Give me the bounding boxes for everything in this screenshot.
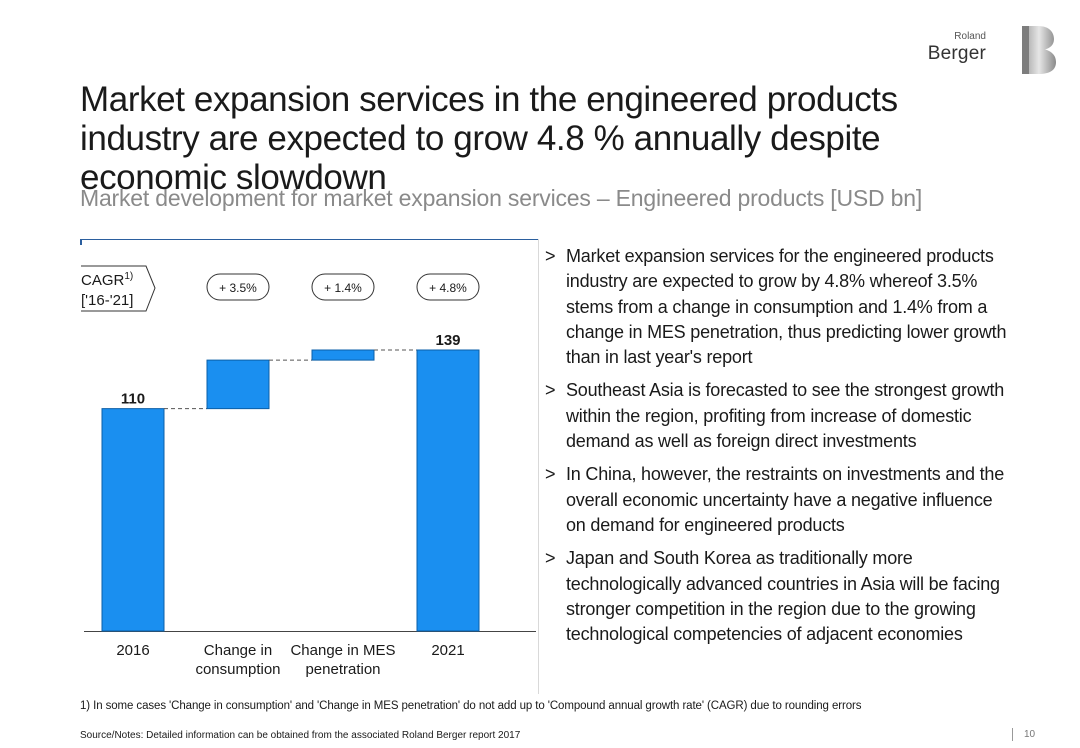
cagr-label: CAGR1) <box>81 271 133 289</box>
chart-frame-left-tick <box>80 239 82 245</box>
page-title: Market expansion services in the enginee… <box>80 80 898 197</box>
cagr-badge-label: + 3.5% <box>219 281 257 295</box>
cagr-badge <box>206 273 270 301</box>
data-label: 110 <box>121 391 145 408</box>
cagr-badge-label: + 4.8% <box>429 281 467 295</box>
bullet-text: Market expansion services for the engine… <box>566 246 1007 368</box>
bullet-marker: > <box>545 548 556 569</box>
data-label: 139 <box>435 332 460 349</box>
cagr-label-text: CAGR <box>81 272 125 289</box>
waterfall-chart: CAGR1) ['16-'21] + 3.5% + 1.4% + 4.8% 110 139 2… <box>81 265 536 678</box>
bar-2021 <box>416 349 480 632</box>
bar-change-in-mes-penetration <box>311 349 375 361</box>
page-subtitle: Market development for market expansion … <box>80 185 923 211</box>
cagr-superscript: 1) <box>124 271 133 282</box>
page-number: 10 <box>1024 729 1036 740</box>
chart-frame-top-line <box>80 239 539 240</box>
bar-2016 <box>101 408 165 632</box>
bullet-marker: > <box>545 380 556 401</box>
cagr-tag-shape <box>81 265 156 312</box>
bullet-list: > Market expansion services for the engin… <box>545 244 1015 655</box>
bullet-item: > Market expansion services for the engin… <box>545 244 1015 370</box>
category-label: Change in <box>204 642 272 659</box>
category-label: 2021 <box>431 642 464 659</box>
cagr-badge <box>311 273 375 301</box>
logo-text-berger: Berger <box>927 43 986 64</box>
bullet-item: > Southeast Asia is forecasted to see the… <box>545 378 1015 454</box>
source-note: Source/Notes: Detailed information can b… <box>80 730 521 741</box>
bar-change-in-consumption <box>206 359 270 410</box>
logo-b-mark: B <box>1022 26 1056 74</box>
logo-text-roland: Roland <box>954 31 986 42</box>
bullet-marker: > <box>545 464 556 485</box>
page-number-separator <box>1012 728 1013 741</box>
bullet-text: Japan and South Korea as traditionally m… <box>566 548 1000 645</box>
bullet-text: In China, however, the restraints on inv… <box>566 464 1005 535</box>
bullet-marker: > <box>545 246 556 266</box>
category-label: 2016 <box>116 642 149 659</box>
category-label: Change in MES <box>290 642 395 659</box>
cagr-badge-label: + 1.4% <box>324 281 362 295</box>
bullet-item: > Japan and South Korea as traditionally … <box>545 546 1015 647</box>
bullet-text: Southeast Asia is forecasted to see the … <box>566 380 1005 452</box>
footnote: 1) In some cases 'Change in consumption'… <box>80 700 862 712</box>
chart-frame-divider <box>538 239 539 694</box>
cagr-period: ['16-'21] <box>81 292 133 309</box>
roland-berger-logo: Roland Berger B <box>928 24 1058 78</box>
cagr-badge <box>416 273 480 301</box>
category-label: penetration <box>305 661 380 678</box>
category-label: consumption <box>195 661 280 678</box>
bullet-item: > In China, however, the restraints on in… <box>545 462 1015 538</box>
